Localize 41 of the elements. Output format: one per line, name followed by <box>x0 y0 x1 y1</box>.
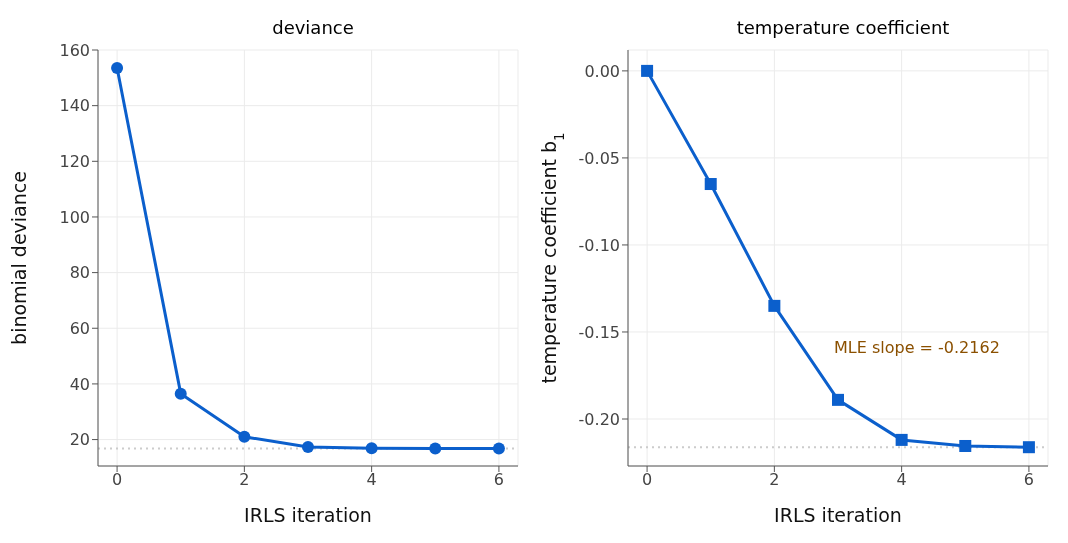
point <box>704 178 717 191</box>
x-tick-label: 2 <box>769 470 780 490</box>
point <box>302 441 314 454</box>
point <box>492 442 505 455</box>
x-axis-title: IRLS iteration <box>244 504 372 526</box>
y-tick-label: 0.00 <box>584 61 620 81</box>
point <box>111 62 124 75</box>
point <box>959 439 972 452</box>
y-tick-label: -0.15 <box>578 322 620 342</box>
y-tick-label: -0.05 <box>578 148 620 168</box>
chart-title: deviance <box>272 17 354 38</box>
point <box>365 442 378 455</box>
x-tick-label: 4 <box>896 470 907 490</box>
point <box>174 387 187 400</box>
y-tick-label: 60 <box>69 318 90 338</box>
x-tick-label: 6 <box>1023 470 1034 490</box>
chart-title: temperature coefficient <box>735 16 951 40</box>
annotation: MLE slope = -0.2162 <box>834 338 1000 357</box>
x-tick-label: 0 <box>642 470 653 490</box>
y-axis-title: binomial deviance <box>8 171 30 345</box>
y-tick-label: 40 <box>69 374 90 394</box>
y-tick-label: 160 <box>59 40 90 60</box>
y-tick-label: 120 <box>59 151 90 171</box>
y-tick-label: -0.20 <box>578 409 620 429</box>
y-tick-label: -0.10 <box>578 235 620 255</box>
y-tick-label: 20 <box>69 430 90 450</box>
point <box>1022 441 1035 454</box>
x-tick-label: 4 <box>366 470 377 490</box>
x-tick-label: 0 <box>112 470 123 490</box>
point <box>238 430 251 443</box>
x-tick-label: 2 <box>239 470 250 490</box>
x-tick-label: 6 <box>493 470 504 490</box>
point <box>429 442 442 455</box>
point <box>832 393 844 406</box>
point <box>895 433 908 446</box>
y-tick-label: 100 <box>59 207 90 227</box>
x-axis-title: IRLS iteration <box>774 504 902 526</box>
y-tick-label: 140 <box>59 96 90 116</box>
point <box>641 64 654 77</box>
point <box>768 299 781 312</box>
y-tick-label: 80 <box>69 263 90 283</box>
